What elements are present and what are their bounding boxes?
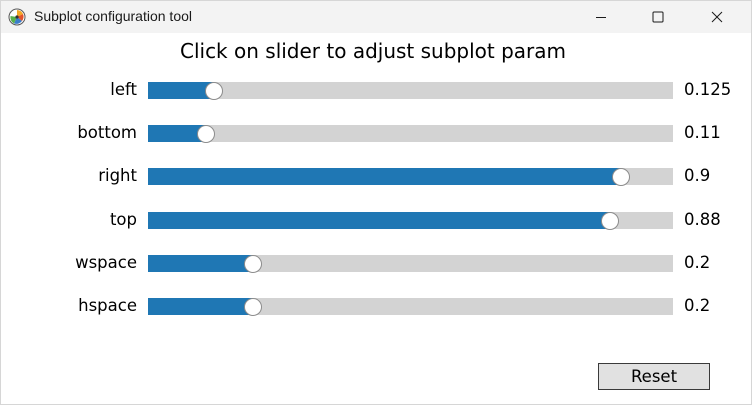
slider-track-top[interactable] bbox=[148, 211, 673, 230]
slider-fill bbox=[148, 255, 253, 272]
slider-row-wspace: wspace 0.2 bbox=[1, 251, 752, 275]
slider-row-bottom: bottom 0.11 bbox=[1, 121, 752, 145]
slider-label: bottom bbox=[77, 123, 137, 142]
close-button[interactable] bbox=[694, 1, 740, 33]
slider-label: wspace bbox=[75, 253, 137, 272]
slider-handle[interactable] bbox=[204, 81, 223, 100]
slider-fill bbox=[148, 298, 253, 315]
slider-fill bbox=[148, 125, 206, 142]
slider-handle[interactable] bbox=[601, 211, 619, 230]
maximize-icon bbox=[652, 8, 664, 27]
slider-label: left bbox=[110, 80, 137, 99]
reset-button[interactable]: Reset bbox=[598, 363, 710, 390]
slider-track-left[interactable] bbox=[148, 81, 673, 100]
slider-handle[interactable] bbox=[196, 124, 215, 143]
slider-value: 0.2 bbox=[684, 253, 711, 272]
slider-handle[interactable] bbox=[611, 167, 630, 186]
minimize-icon bbox=[595, 8, 607, 27]
slider-handle[interactable] bbox=[244, 254, 262, 273]
slider-track-wspace[interactable] bbox=[148, 254, 673, 273]
matplotlib-icon bbox=[8, 8, 26, 26]
slider-track-bottom[interactable] bbox=[148, 124, 673, 143]
slider-fill bbox=[148, 212, 610, 229]
instruction-heading: Click on slider to adjust subplot param bbox=[179, 39, 567, 63]
maximize-button[interactable] bbox=[635, 1, 681, 33]
slider-row-top: top 0.88 bbox=[1, 208, 752, 232]
slider-track-right[interactable] bbox=[148, 167, 673, 186]
slider-track-hspace[interactable] bbox=[148, 297, 673, 316]
slider-row-left: left 0.125 bbox=[1, 78, 752, 102]
slider-row-right: right 0.9 bbox=[1, 164, 752, 188]
slider-value: 0.9 bbox=[684, 166, 711, 185]
slider-label: top bbox=[109, 210, 137, 229]
slider-fill bbox=[148, 82, 214, 99]
minimize-button[interactable] bbox=[578, 1, 624, 33]
slider-handle[interactable] bbox=[244, 297, 262, 316]
slider-fill bbox=[148, 168, 621, 185]
slider-value: 0.11 bbox=[684, 123, 721, 142]
slider-label: hspace bbox=[78, 296, 137, 315]
slider-value: 0.88 bbox=[684, 210, 721, 229]
slider-value: 0.125 bbox=[684, 80, 732, 99]
title-bar: Subplot configuration tool bbox=[1, 1, 751, 33]
close-icon bbox=[711, 8, 723, 27]
slider-label: right bbox=[98, 166, 137, 185]
slider-value: 0.2 bbox=[684, 296, 711, 315]
window-title: Subplot configuration tool bbox=[34, 8, 192, 24]
slider-row-hspace: hspace 0.2 bbox=[1, 294, 752, 318]
